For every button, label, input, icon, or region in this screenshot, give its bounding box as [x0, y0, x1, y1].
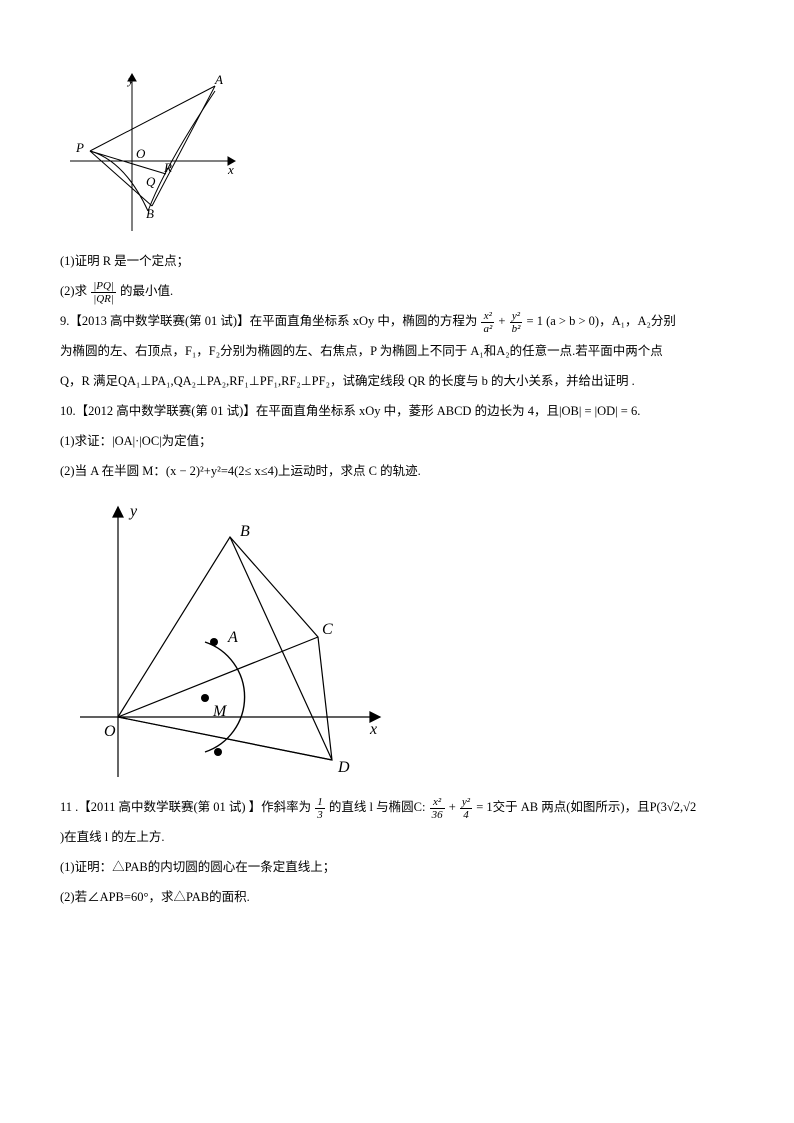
q11-line4: (2)若∠APB=60°，求△PAB的面积. [60, 882, 734, 912]
svg-text:y: y [128, 503, 138, 520]
svg-text:C: C [322, 621, 333, 638]
q11-line3: (1)证明：△PAB的内切圆的圆心在一条定直线上； [60, 852, 734, 882]
q9-line3: Q，R 满足QA₁⊥PA₁,QA₂⊥PA₂,RF₁⊥PF₁,RF₂⊥PF₂，试确… [60, 366, 734, 396]
q11-line1: 11 .【2011 高中数学联赛(第 01 试) 】作斜率为 13 的直线 l … [60, 792, 734, 822]
svg-text:B: B [240, 523, 250, 540]
svg-text:Q: Q [146, 174, 156, 189]
svg-text:D: D [337, 759, 350, 776]
q9-line2: 为椭圆的左、右顶点，F₁，F₂分别为椭圆的左、右焦点，P 为椭圆上不同于 A₁和… [60, 336, 734, 366]
q9-line1: 9.【2013 高中数学联赛(第 01 试)】在平面直角坐标系 xOy 中，椭圆… [60, 306, 734, 336]
svg-text:B: B [146, 206, 154, 221]
svg-text:R: R [163, 160, 172, 175]
q10-line3: (2)当 A 在半圆 M：(x − 2)²+y²=4(2≤ x≤4)上运动时，求… [60, 456, 734, 486]
svg-text:M: M [212, 703, 228, 720]
figure-2: y x O A B C D M [70, 492, 734, 782]
svg-text:y: y [126, 72, 134, 87]
q10-line2: (1)求证：|OA|·|OC|为定值； [60, 426, 734, 456]
svg-text:O: O [104, 723, 116, 740]
q1-2-pre: (2)求 [60, 284, 87, 298]
q1-part1: (1)证明 R 是一个定点； [60, 246, 734, 276]
q10-line1: 10.【2012 高中数学联赛(第 01 试)】在平面直角坐标系 xOy 中，菱… [60, 396, 734, 426]
q1-2-post: 的最小值. [120, 284, 173, 298]
svg-text:A: A [214, 72, 223, 87]
svg-text:P: P [75, 140, 84, 155]
q1-part2: (2)求 |PQ||QR| 的最小值. [60, 276, 734, 306]
svg-text:x: x [227, 162, 234, 177]
svg-text:x: x [369, 721, 377, 738]
figure-1: y x A P O Q R B [70, 66, 734, 236]
svg-text:A: A [227, 629, 238, 646]
q1-2-frac: |PQ||QR| [91, 280, 116, 305]
q11-line2: )在直线 l 的左上方. [60, 822, 734, 852]
svg-text:O: O [136, 146, 146, 161]
